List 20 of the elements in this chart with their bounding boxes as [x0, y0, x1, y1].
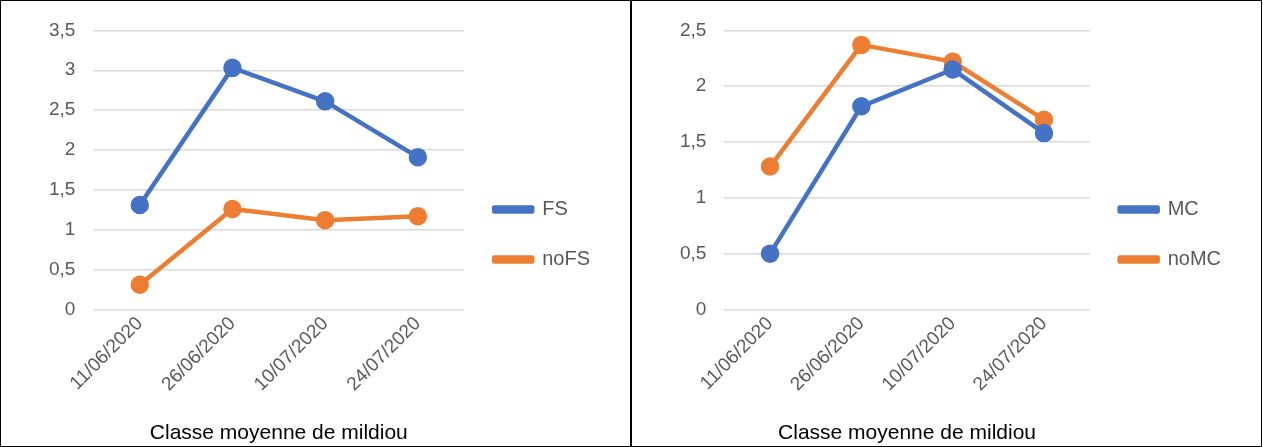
y-tick-label: 2	[64, 138, 76, 160]
legend-label: FS	[542, 197, 568, 220]
legend-label: noFS	[542, 247, 591, 270]
x-axis-title: Classe moyenne de mildiou	[778, 420, 1037, 444]
y-tick-label: 1	[695, 186, 707, 208]
y-tick-label: 2,5	[48, 98, 76, 120]
y-tick-label: 2	[695, 74, 707, 96]
y-tick-label: 3,5	[48, 18, 76, 40]
legend-label: noMC	[1167, 247, 1222, 270]
y-tick-label: 3	[64, 58, 76, 80]
y-tick-label: 0	[64, 297, 76, 319]
y-tick-label: 2,5	[679, 18, 707, 40]
x-axis-title: Classe moyenne de mildiou	[149, 420, 408, 444]
y-tick-label: 1,5	[48, 178, 76, 200]
y-tick-label: 1	[64, 217, 76, 239]
y-tick-label: 0	[695, 297, 707, 319]
legend-label: MC	[1167, 197, 1199, 220]
y-tick-label: 1,5	[679, 130, 707, 152]
y-tick-label: 0,5	[48, 257, 76, 279]
y-tick-label: 0,5	[679, 241, 707, 263]
